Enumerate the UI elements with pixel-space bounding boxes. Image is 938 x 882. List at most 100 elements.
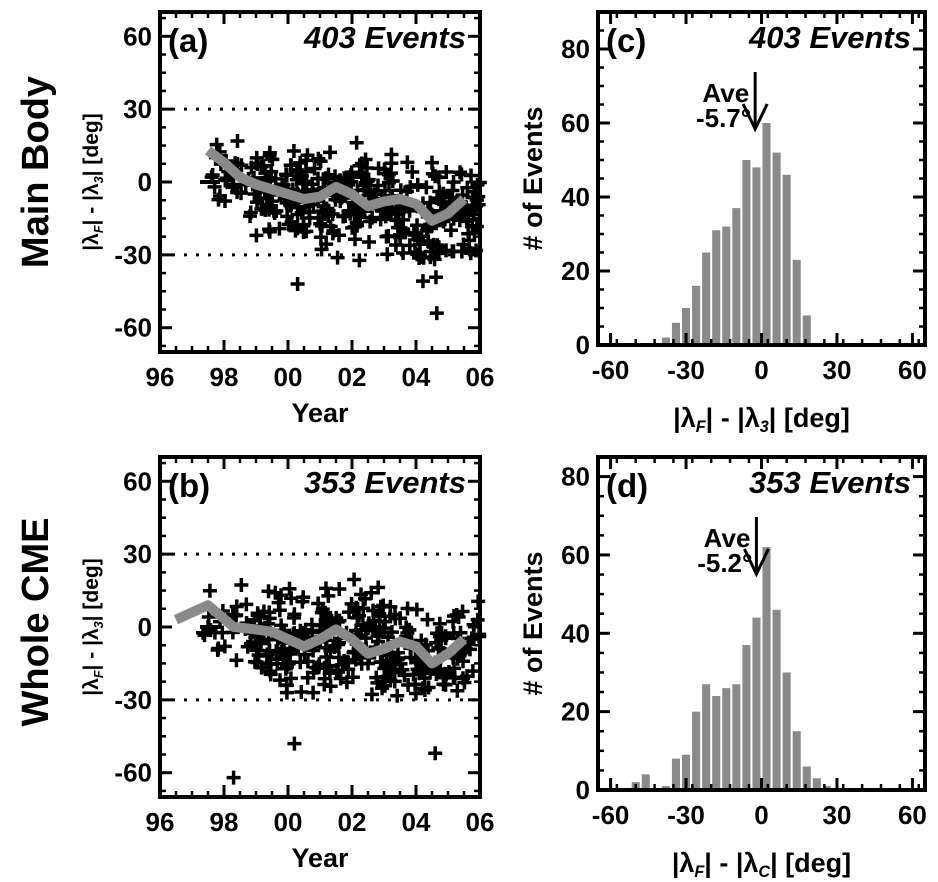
x-tick-label: 60 <box>898 800 927 830</box>
scatter-point <box>320 209 335 224</box>
y-tick-label: 60 <box>561 108 590 138</box>
plot-frame <box>596 10 927 347</box>
scatter-point <box>296 590 311 605</box>
x-tick-label: 0 <box>754 355 768 385</box>
x-tick-label: 06 <box>466 362 495 392</box>
x-tick-label: -30 <box>667 800 705 830</box>
scatter-point <box>356 601 371 616</box>
scatter-point <box>432 184 447 199</box>
scatter-point <box>420 221 435 236</box>
average-arrow-head <box>743 548 770 578</box>
scatter-point <box>388 238 403 253</box>
scatter-point <box>348 652 363 667</box>
histogram-bar <box>702 684 711 790</box>
histogram-bar <box>692 711 701 790</box>
scatter-point <box>392 202 407 217</box>
x-tick-label: 04 <box>402 362 431 392</box>
scatter-point <box>249 150 264 165</box>
scatter-point <box>403 650 418 665</box>
scatter-point <box>306 685 321 700</box>
scatter-point <box>250 606 265 621</box>
scatter-point <box>228 608 243 623</box>
scatter-point <box>401 677 416 692</box>
scatter-point <box>239 597 254 612</box>
scatter-point <box>332 581 347 596</box>
histogram-bar <box>742 645 751 790</box>
x-tick-label: 96 <box>146 362 175 392</box>
scatter-point <box>340 655 355 670</box>
histogram-bar <box>661 337 670 345</box>
x-tick-label: 00 <box>274 362 303 392</box>
y-tick-label: -30 <box>114 685 152 715</box>
scatter-point <box>400 155 415 170</box>
average-arrow <box>741 72 769 133</box>
scatter-point <box>321 588 336 603</box>
y-tick-label: 60 <box>561 540 590 570</box>
scatter-point <box>420 612 435 627</box>
y-tick-label: 30 <box>123 94 152 124</box>
scatter-point <box>387 674 402 689</box>
scatter-point <box>354 587 369 602</box>
events-label: 353 Events <box>749 465 911 500</box>
y-tick-label: 0 <box>138 167 152 197</box>
panel-label: (b) <box>168 467 210 504</box>
histogram-bar <box>742 160 751 345</box>
scatter-point <box>400 601 415 616</box>
scatter-point <box>379 229 394 244</box>
histogram-bar <box>732 684 741 790</box>
scatter-point <box>455 671 470 686</box>
scatter-point <box>451 609 466 624</box>
scatter-point <box>372 609 387 624</box>
histogram-bar <box>722 226 731 345</box>
y-tick-label: 80 <box>561 34 590 64</box>
y-tick-label: -30 <box>114 240 152 270</box>
scatter-point <box>331 650 346 665</box>
scatter-point <box>283 158 298 173</box>
scatter-point <box>345 220 360 235</box>
y-axis-title: |λF| - |λ3| [deg] <box>80 113 106 250</box>
scatter-point <box>410 218 425 233</box>
histogram-bar <box>671 758 681 790</box>
scatter-point <box>456 654 471 669</box>
scatter-point <box>293 623 308 638</box>
x-tick-label: -60 <box>592 800 630 830</box>
x-tick-label: 98 <box>210 807 239 837</box>
x-tick-label: 00 <box>274 807 303 837</box>
scatter-point <box>462 241 477 256</box>
scatter-point <box>432 616 447 631</box>
scatter-point <box>421 680 436 695</box>
x-axis-title: |λF| - |λ3| [deg] <box>673 403 850 436</box>
scatter-point <box>425 155 439 170</box>
scatter-point <box>209 137 224 152</box>
y-tick-label: 40 <box>561 182 590 212</box>
histogram-bar <box>682 308 691 345</box>
scatter-point <box>405 165 420 180</box>
histogram-bar <box>752 167 761 345</box>
events-label: 403 Events <box>748 20 911 55</box>
events-label: 403 Events <box>303 20 466 55</box>
x-tick-label: 02 <box>338 807 367 837</box>
x-tick-label: 98 <box>210 362 239 392</box>
scatter-point <box>217 639 232 654</box>
scatter-point <box>311 151 326 166</box>
scatter-point <box>229 653 244 668</box>
scatter-point <box>390 688 405 703</box>
scatter-point <box>419 180 434 195</box>
scatter-point <box>344 596 359 611</box>
scatter-point <box>381 167 396 182</box>
y-tick-label: 0 <box>576 775 590 805</box>
scatter-point <box>282 581 297 596</box>
histogram-bar <box>762 547 771 790</box>
scatter-point <box>268 585 283 600</box>
x-tick-label: 30 <box>823 800 852 830</box>
scatter-point <box>234 578 249 593</box>
y-tick-label: -60 <box>114 313 152 343</box>
average-arrow-head <box>741 103 769 133</box>
scatter-point <box>417 671 432 686</box>
scatter-point <box>254 660 269 675</box>
scatter-point <box>352 253 367 268</box>
scatter-point <box>395 662 410 677</box>
scatter-point <box>380 247 395 262</box>
scatter-point <box>426 237 441 252</box>
